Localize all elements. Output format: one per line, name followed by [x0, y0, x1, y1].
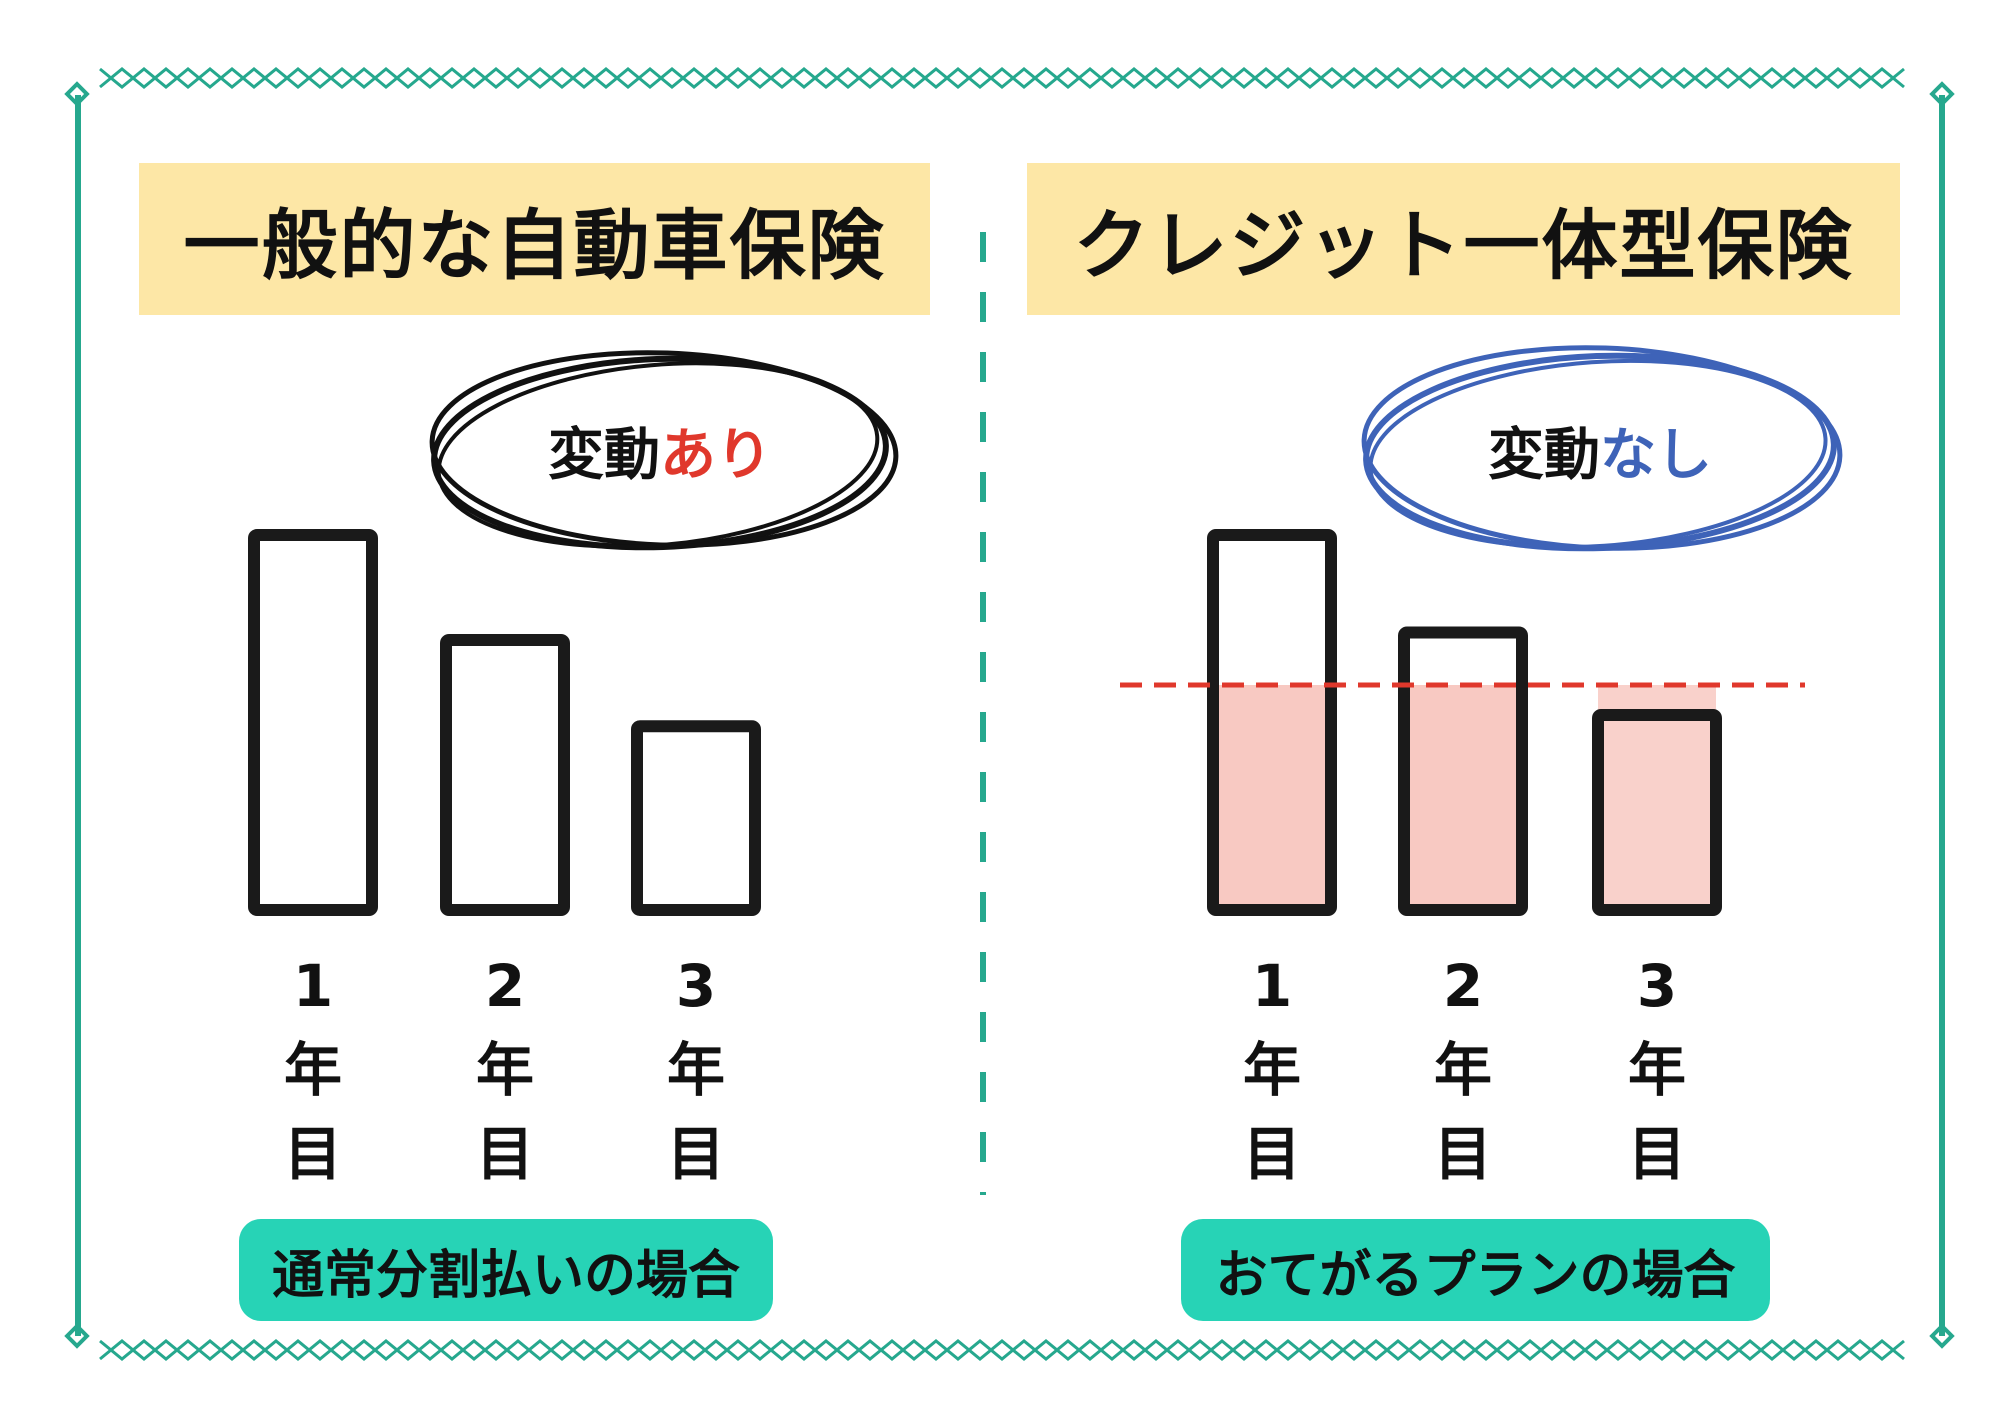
left-bubble: 変動あり — [420, 345, 900, 555]
top-border-pattern — [99, 67, 1905, 89]
right-title: クレジット一体型保険 — [1027, 163, 1900, 315]
right-bubble-ellipse — [1361, 345, 1843, 552]
corner-diamond-icon — [64, 1323, 90, 1349]
left-bar-3 — [631, 720, 761, 916]
right-bubble-accent: なし — [1600, 422, 1712, 488]
left-title: 一般的な自動車保険 — [139, 163, 930, 315]
corner-diamond-icon — [1929, 81, 1955, 107]
corner-diamond-icon — [1929, 1323, 1955, 1349]
right-bar-1 — [1207, 529, 1337, 916]
right-bar-fill-3 — [1598, 685, 1716, 910]
right-bubble-prefix: 変動 — [1488, 422, 1600, 488]
left-bar-2 — [440, 634, 570, 916]
left-bubble-accent: あり — [660, 422, 772, 488]
left-bar-1 — [248, 529, 378, 916]
right-chart — [1120, 529, 1805, 916]
right-bar-3 — [1592, 709, 1722, 916]
right-caption: おてがるプランの場合 — [1181, 1219, 1770, 1321]
corner-diamond-icon — [64, 81, 90, 107]
left-bubble-ellipse — [429, 350, 899, 551]
bottom-border-pattern — [99, 1339, 1905, 1361]
left-caption: 通常分割払いの場合 — [239, 1219, 773, 1321]
left-chart — [248, 529, 761, 916]
right-bar-2 — [1398, 626, 1528, 916]
right-bubble: 変動なし — [1352, 340, 1848, 560]
right-bar-fill-1 — [1213, 685, 1331, 910]
left-bubble-prefix: 変動 — [548, 422, 660, 488]
right-bar-fill-2 — [1404, 685, 1522, 910]
